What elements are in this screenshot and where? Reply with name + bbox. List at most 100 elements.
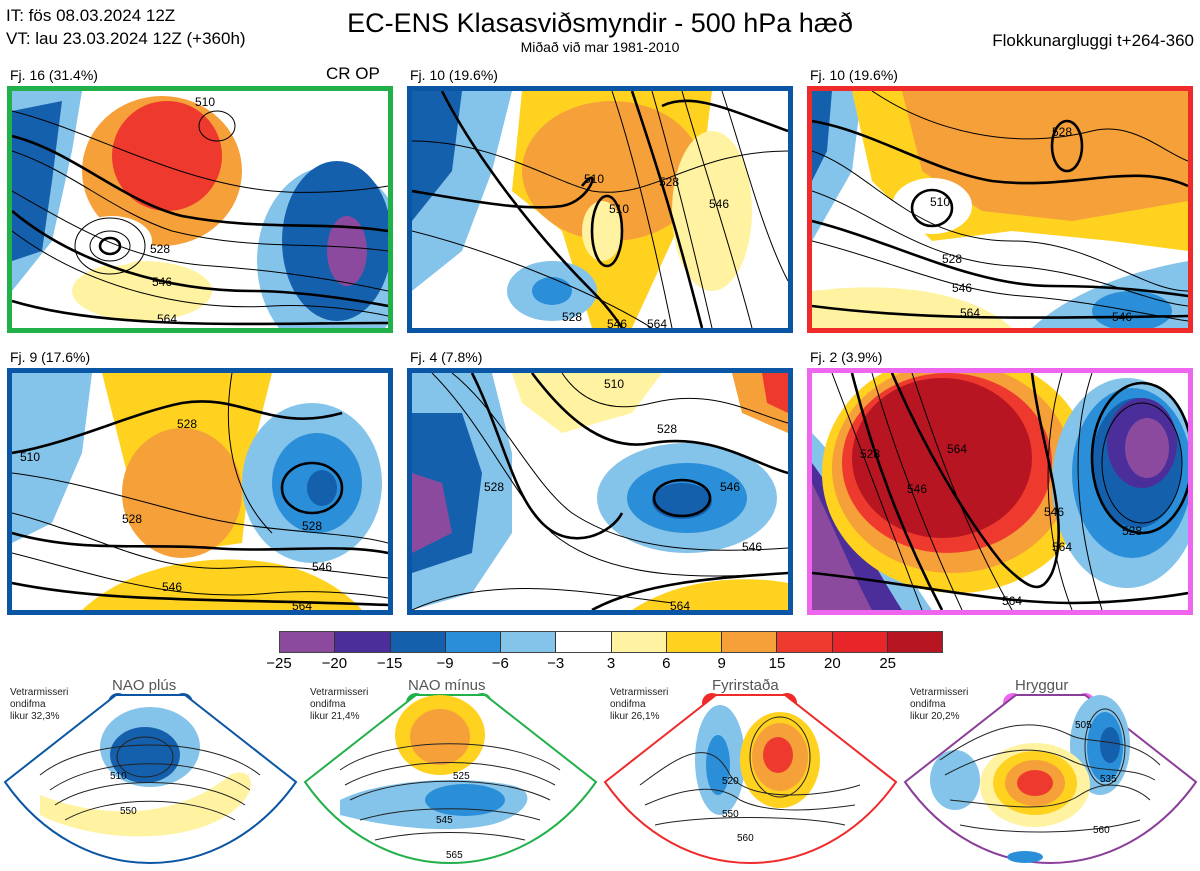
contour-label: 520	[722, 776, 739, 787]
contour-label: 505	[1075, 720, 1092, 731]
regime-name: NAO plús	[112, 677, 177, 694]
contour-label: 546	[709, 197, 729, 211]
panel-label-4: Fj. 9 (17.6%)	[10, 349, 91, 365]
contour-label: 564	[1052, 540, 1072, 554]
colorbar-tick-label: 25	[879, 655, 896, 672]
panel-label-2: Fj. 10 (19.6%)	[410, 67, 498, 83]
colorbar-swatch	[887, 632, 942, 652]
contour-label: 546	[1112, 310, 1132, 324]
contour-label: 528	[302, 519, 322, 533]
colorbar-tick-label: −15	[376, 655, 403, 672]
cluster-map-5: 510 528 528 546 546 564	[407, 368, 793, 615]
cluster-map-1: 510 528 546 564	[7, 86, 393, 333]
colorbar-swatch	[832, 632, 888, 652]
contour-label: 528	[150, 242, 170, 256]
colorbar-swatch	[722, 632, 778, 652]
colorbar-swatch	[611, 632, 667, 652]
colorbar-swatch	[280, 632, 336, 652]
contour-label: 528	[122, 512, 142, 526]
contour-label: 528	[1122, 524, 1142, 538]
colorbar	[279, 631, 943, 653]
colorbar-tick-label: 15	[768, 655, 786, 672]
page-title: EC-ENS Klasasviðsmyndir - 500 hPa hæð	[347, 8, 853, 38]
contour-label: 564	[960, 306, 980, 320]
regime-name: Hryggur	[1015, 677, 1069, 694]
contour-label: 550	[120, 806, 137, 817]
contour-label: 510	[20, 450, 40, 464]
contour-label: 510	[584, 172, 604, 186]
contour-label: 528	[562, 310, 582, 324]
contour-label: 564	[1002, 594, 1022, 608]
init-time: IT: fös 08.03.2024 12Z	[6, 6, 176, 25]
note-line: ondifma	[310, 699, 346, 710]
contour-label: 564	[292, 599, 312, 610]
contour-label: 528	[860, 447, 880, 461]
regime-note: Vetrarmisseri ondifma likur 26,1%	[610, 687, 668, 723]
contour-label: 546	[907, 482, 927, 496]
cluster-map-6: 528 546 564 528 546 564 564	[807, 368, 1193, 615]
note-line: Vetrarmisseri	[610, 687, 669, 698]
colorbar-swatch	[445, 632, 501, 652]
cluster-map-2: 510 510 528 546 528 546 564	[407, 86, 793, 333]
note-line: ondifma	[610, 699, 646, 710]
colorbar-tick-label: 6	[662, 655, 671, 672]
panel-label-5: Fj. 4 (7.8%)	[410, 349, 483, 365]
regime-name: NAO mínus	[408, 677, 486, 694]
colorbar-swatch	[666, 632, 722, 652]
contour-label: 564	[157, 312, 177, 326]
valid-time: VT: lau 23.03.2024 12Z (+360h)	[6, 29, 246, 48]
cluster-map-3: 510 528 528 546 564 546	[807, 86, 1193, 333]
page-subtitle: Miðað við mar 1981-2010	[520, 39, 680, 55]
classification-window: Flokkunargluggi t+264-360	[992, 31, 1194, 50]
contour-label: 510	[609, 202, 629, 216]
colorbar-tick-label: −20	[321, 655, 348, 672]
contour-label: 546	[607, 317, 627, 328]
contour-label: 510	[930, 195, 950, 209]
contour-label: 560	[737, 833, 754, 844]
note-line: Vetrarmisseri	[10, 687, 69, 698]
colorbar-tick-label: −3	[547, 655, 565, 672]
contour-label: 528	[657, 422, 677, 436]
contour-label: 528	[177, 417, 197, 431]
contour-label: 565	[446, 850, 463, 861]
panel-tag-1: CR OP	[326, 64, 380, 83]
contour-label: 510	[604, 377, 624, 391]
colorbar-tick-label: 20	[823, 655, 841, 672]
note-line: likur 21,4%	[310, 711, 360, 722]
contour-label: 546	[952, 281, 972, 295]
colorbar-swatch	[390, 632, 446, 652]
colorbar-swatch	[335, 632, 391, 652]
contour-label: 528	[942, 252, 962, 266]
contour-label: 528	[1052, 125, 1072, 139]
contour-label: 546	[720, 480, 740, 494]
colorbar-swatch	[777, 632, 833, 652]
contour-label: 564	[947, 442, 967, 456]
colorbar-swatch	[556, 632, 612, 652]
contour-label: 510	[195, 95, 215, 109]
panel-label-3: Fj. 10 (19.6%)	[810, 67, 898, 83]
contour-label: 560	[1093, 825, 1110, 836]
note-line: likur 32,3%	[10, 711, 60, 722]
note-line: Vetrarmisseri	[310, 687, 369, 698]
contour-label: 528	[659, 175, 679, 189]
contour-label: 546	[1044, 505, 1064, 519]
colorbar-tick-label: 3	[606, 655, 616, 672]
regime-nao-minus: NAO mínus Vetrarmisseri ondifma likur 21…	[300, 675, 600, 871]
colorbar-tick-label: −9	[436, 655, 454, 672]
contour-label: 564	[670, 599, 690, 610]
panel-label-1: Fj. 16 (31.4%)	[10, 67, 98, 83]
regime-note: Vetrarmisseri ondifma likur 21,4%	[310, 687, 368, 723]
contour-label: 528	[484, 480, 504, 494]
note-line: Vetrarmisseri	[910, 687, 969, 698]
regime-ridge: Hryggur Vetrarmisseri ondifma likur 20,2…	[900, 675, 1200, 871]
contour-label: 550	[722, 809, 739, 820]
colorbar-tick-label: −25	[266, 655, 292, 672]
note-line: ondifma	[910, 699, 946, 710]
note-line: likur 26,1%	[610, 711, 660, 722]
contour-label: 546	[152, 275, 172, 289]
contour-label: 525	[453, 771, 470, 782]
regime-note: Vetrarmisseri ondifma likur 20,2%	[910, 687, 968, 723]
contour-label: 545	[436, 815, 453, 826]
regime-name: Fyrirstaða	[712, 677, 779, 694]
contour-label: 564	[647, 317, 667, 328]
